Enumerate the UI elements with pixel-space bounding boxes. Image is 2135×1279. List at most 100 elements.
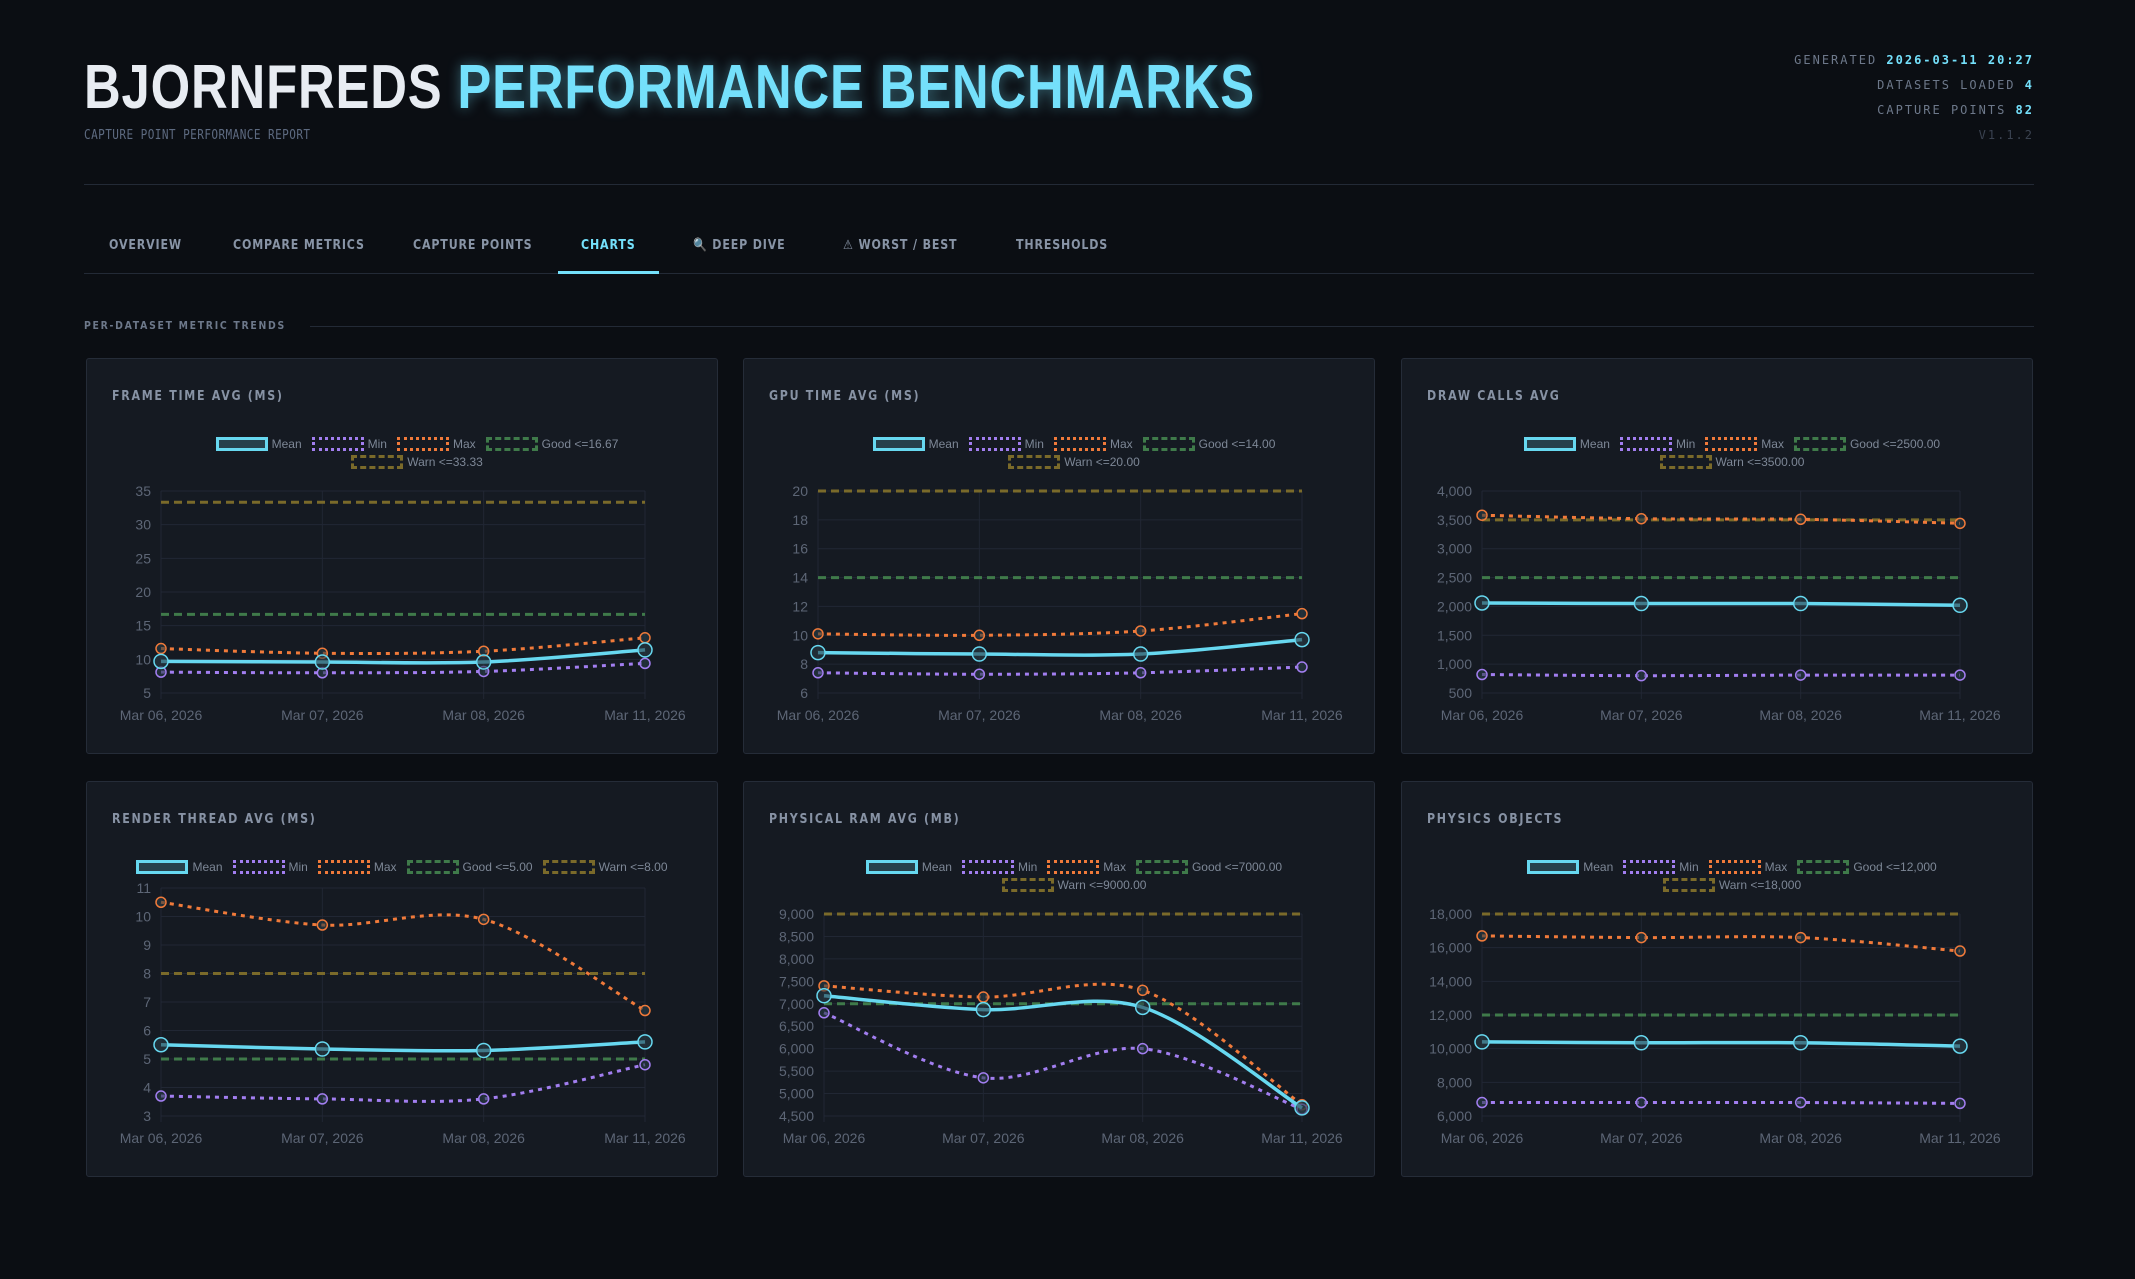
legend-label: Min xyxy=(367,437,387,451)
x-tick-label: Mar 08, 2026 xyxy=(1759,707,1842,723)
legend-item[interactable]: Warn <=3500.00 xyxy=(1659,455,1804,469)
y-tick-label: 16,000 xyxy=(1429,940,1472,956)
chart-legend: Mean Min Max Good <=12,000 Warn <=18,000 xyxy=(1462,860,2002,892)
legend-item[interactable]: Warn <=20.00 xyxy=(1008,455,1140,469)
legend-label: Mean xyxy=(192,860,223,874)
mean-point xyxy=(1474,1034,1490,1050)
y-tick-label: 15 xyxy=(135,618,151,634)
tab-charts[interactable]: CHARTS xyxy=(581,238,636,253)
report-meta: GENERATED 2026-03-11 20:27 DATASETS LOAD… xyxy=(1794,48,2034,148)
max-point xyxy=(1635,931,1648,944)
legend-item[interactable]: Min xyxy=(961,860,1037,874)
min-point xyxy=(1296,661,1308,673)
mean-series-line xyxy=(1481,601,1961,608)
y-tick-label: 1,000 xyxy=(1437,656,1472,672)
legend-item[interactable]: Min xyxy=(968,437,1044,451)
y-tick-label: 5 xyxy=(143,685,151,701)
legend-label: Mean xyxy=(1579,437,1610,451)
max-point xyxy=(639,1004,651,1017)
max-series-line xyxy=(823,982,1303,1106)
legend-item[interactable]: Mean xyxy=(136,860,223,874)
min-point xyxy=(316,1093,329,1105)
legend-item[interactable]: Max xyxy=(1047,860,1126,874)
y-tick-label: 10 xyxy=(792,627,808,643)
legend-swatch xyxy=(961,860,1014,874)
tab-capture-points[interactable]: CAPTURE POINTS xyxy=(413,238,533,253)
tab-deep-dive[interactable]: 🔍 DEEP DIVE xyxy=(693,238,786,253)
y-tick-label: 4,000 xyxy=(1437,483,1472,499)
x-tick-label: Mar 06, 2026 xyxy=(1441,707,1524,723)
legend-swatch xyxy=(485,437,538,451)
legend-item[interactable]: Min xyxy=(232,860,308,874)
legend-item[interactable]: Max xyxy=(1053,437,1133,451)
y-tick-label: 8 xyxy=(800,656,808,672)
legend-swatch xyxy=(351,455,404,469)
legend-swatch xyxy=(865,860,918,874)
legend-item[interactable]: Mean xyxy=(1523,437,1610,451)
legend-item[interactable]: Max xyxy=(1705,437,1784,451)
x-tick-label: Mar 06, 2026 xyxy=(120,1130,203,1146)
legend-item[interactable]: Warn <=18,000 xyxy=(1662,878,1802,892)
legend-item[interactable]: Good <=2500.00 xyxy=(1793,437,1940,451)
mean-point xyxy=(1633,595,1650,612)
min-point xyxy=(977,1072,990,1084)
datasets-label: DATASETS LOADED xyxy=(1877,78,2016,92)
legend-swatch xyxy=(1523,437,1576,451)
legend-swatch xyxy=(1623,860,1676,874)
min-point xyxy=(1134,667,1147,679)
y-tick-label: 18,000 xyxy=(1429,906,1472,922)
capture-label: CAPTURE POINTS xyxy=(1877,103,2007,117)
legend-item[interactable]: Warn <=8.00 xyxy=(542,860,668,874)
legend-label: Warn <=18,000 xyxy=(1718,878,1802,892)
legend-swatch xyxy=(215,437,268,451)
legend-item[interactable]: Max xyxy=(396,437,476,451)
legend-item[interactable]: Warn <=33.33 xyxy=(351,455,483,469)
tab-compare-metrics[interactable]: COMPARE METRICS xyxy=(233,238,365,253)
y-tick-label: 2,500 xyxy=(1437,570,1472,586)
legend-item[interactable]: Mean xyxy=(1527,860,1613,874)
legend-item[interactable]: Min xyxy=(1619,437,1695,451)
chart-card: PHYSICAL RAM AVG (MB) 4,500 5,000 5,500 6,00… xyxy=(743,781,1375,1177)
legend-item[interactable]: Good <=12,000 xyxy=(1797,860,1937,874)
max-series-line xyxy=(1481,934,1961,953)
legend-label: Warn <=9000.00 xyxy=(1057,878,1147,892)
chart-title: RENDER THREAD AVG (MS) xyxy=(112,812,317,827)
legend-swatch xyxy=(1793,437,1846,451)
max-point xyxy=(1136,984,1149,997)
tab-thresholds[interactable]: THRESHOLDS xyxy=(1016,238,1109,253)
legend-item[interactable]: Min xyxy=(311,437,387,451)
line-chart: 6,000 8,000 10,000 12,000 14,000 16,000 18,000… xyxy=(1429,906,2001,1146)
max-point xyxy=(812,628,824,640)
min-point xyxy=(477,1093,490,1105)
min-series-line xyxy=(823,1011,1303,1111)
legend-item[interactable]: Warn <=9000.00 xyxy=(1001,878,1147,892)
legend-label: Mean xyxy=(1583,860,1614,874)
legend-item[interactable]: Good <=5.00 xyxy=(406,860,533,874)
legend-item[interactable]: Max xyxy=(317,860,397,874)
legend-item[interactable]: Mean xyxy=(872,437,959,451)
max-series-line xyxy=(160,900,646,1012)
legend-item[interactable]: Mean xyxy=(215,437,302,451)
mean-point xyxy=(475,1042,492,1059)
legend-item[interactable]: Good <=7000.00 xyxy=(1135,860,1282,874)
chart-legend: Mean Min Max Good <=5.00 Warn <=8.00 xyxy=(107,860,697,874)
tab-worst-best[interactable]: ⚠ WORST / BEST xyxy=(843,238,958,253)
legend-swatch xyxy=(136,860,189,874)
legend-label: Max xyxy=(1109,437,1133,451)
x-tick-label: Mar 06, 2026 xyxy=(120,707,203,723)
min-point xyxy=(1476,1096,1488,1109)
tab-overview[interactable]: OVERVIEW xyxy=(109,238,182,253)
legend-swatch xyxy=(1662,878,1715,892)
legend-item[interactable]: Good <=16.67 xyxy=(485,437,618,451)
legend-item[interactable]: Good <=14.00 xyxy=(1142,437,1275,451)
y-tick-label: 18 xyxy=(792,512,808,528)
datasets-value: 4 xyxy=(2024,78,2034,92)
legend-item[interactable]: Min xyxy=(1623,860,1699,874)
y-tick-label: 6 xyxy=(143,1023,151,1039)
legend-label: Min xyxy=(288,860,308,874)
legend-label: Min xyxy=(1024,437,1044,451)
page-subtitle: CAPTURE POINT PERFORMANCE REPORT xyxy=(84,128,311,143)
legend-item[interactable]: Max xyxy=(1708,860,1787,874)
legend-item[interactable]: Mean xyxy=(865,860,952,874)
legend-label: Warn <=33.33 xyxy=(407,455,483,469)
